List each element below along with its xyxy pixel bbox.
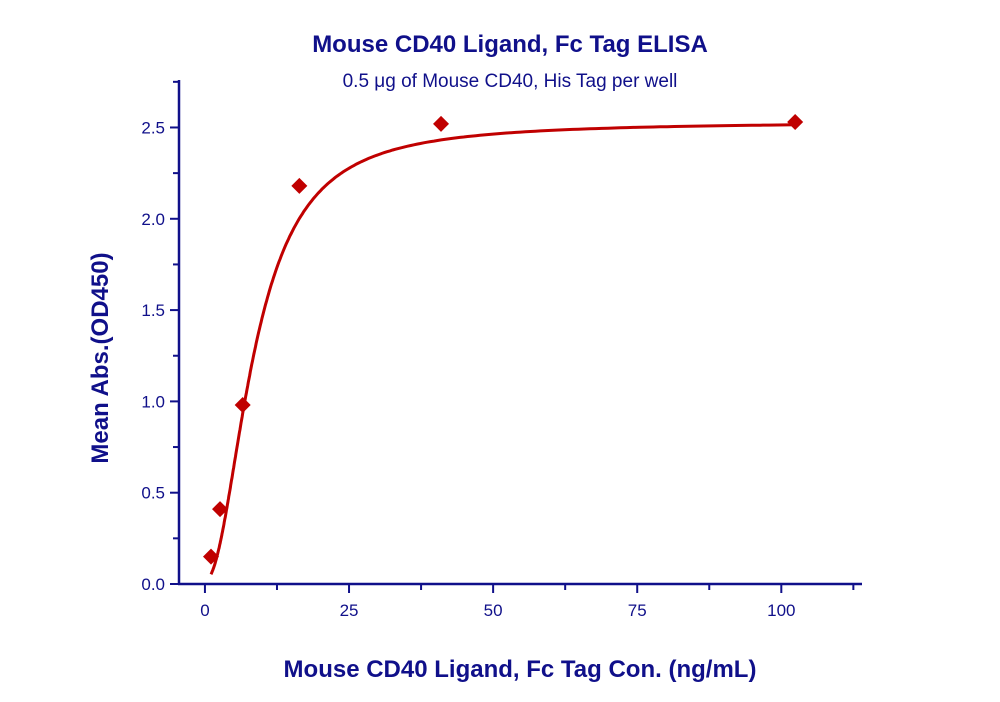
x-tick-label: 25	[340, 601, 359, 620]
x-tick-label: 100	[767, 601, 795, 620]
data-point	[787, 114, 804, 130]
y-tick-label: 0.5	[141, 484, 165, 503]
y-tick-label: 0.0	[141, 575, 165, 594]
data-point	[212, 501, 229, 518]
y-tick-label: 1.5	[141, 301, 165, 320]
x-tick-label: 50	[484, 601, 503, 620]
data-point	[291, 177, 308, 194]
chart-title: Mouse CD40 Ligand, Fc Tag ELISA	[312, 31, 708, 58]
y-axis-label: Mean Abs.(OD450)	[87, 252, 114, 463]
x-axis-label: Mouse CD40 Ligand, Fc Tag Con. (ng/mL)	[284, 656, 757, 683]
data-point	[234, 397, 251, 414]
y-tick-label: 2.5	[141, 118, 165, 137]
data-point	[433, 115, 450, 132]
y-tick-label: 1.0	[141, 392, 165, 411]
x-tick-label: 0	[200, 601, 209, 620]
y-tick-label: 2.0	[141, 210, 165, 229]
chart-subtitle: 0.5 μg of Mouse CD40, His Tag per well	[343, 71, 678, 92]
data-point	[202, 548, 219, 565]
x-tick-label: 75	[628, 601, 647, 620]
fit-curve	[209, 123, 796, 575]
